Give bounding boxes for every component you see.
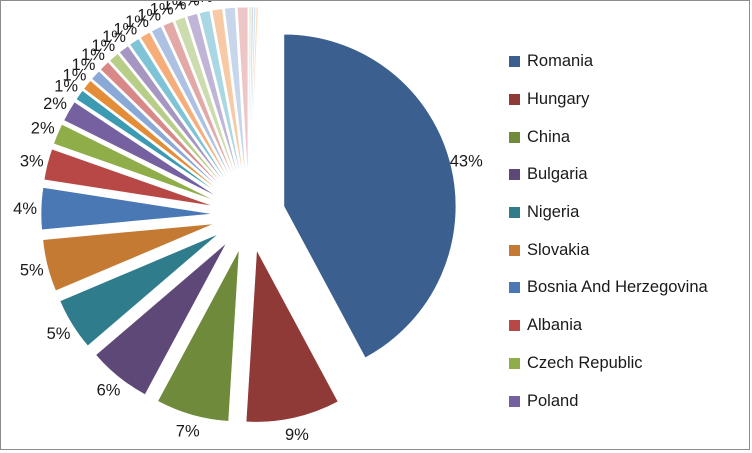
legend-label: Albania bbox=[527, 316, 582, 335]
legend-swatch bbox=[509, 396, 520, 407]
pie-slice-bosnia-and-herzegovina bbox=[41, 188, 213, 230]
slice-label-8: 3% bbox=[20, 152, 44, 170]
legend-swatch bbox=[509, 132, 520, 143]
legend-label: Poland bbox=[527, 392, 578, 411]
slice-label-6: 5% bbox=[20, 262, 44, 280]
legend-label: Slovakia bbox=[527, 241, 589, 260]
legend-item-bulgaria: Bulgaria bbox=[509, 156, 708, 194]
legend-swatch bbox=[509, 358, 520, 369]
legend-item-albania: Albania bbox=[509, 307, 708, 345]
slice-label-25: 1% bbox=[216, 1, 240, 2]
legend-label: Romania bbox=[527, 52, 593, 71]
legend-item-czech-republic: Czech Republic bbox=[509, 345, 708, 383]
legend-item-poland: Poland bbox=[509, 382, 708, 420]
slice-label-4: 6% bbox=[97, 382, 121, 400]
legend-item-china: China bbox=[509, 118, 708, 156]
legend-label: China bbox=[527, 128, 570, 147]
slice-label-7: 4% bbox=[13, 200, 37, 218]
pie-slice-romania bbox=[284, 34, 456, 358]
legend-label: Czech Republic bbox=[527, 354, 643, 373]
chart-legend: Romania Hungary China Bulgaria Nigeria Slovak… bbox=[509, 43, 708, 420]
legend-swatch bbox=[509, 245, 520, 256]
legend-swatch bbox=[509, 207, 520, 218]
legend-label: Bosnia And Herzegovina bbox=[527, 278, 708, 297]
legend-item-slovakia: Slovakia bbox=[509, 231, 708, 269]
legend-swatch bbox=[509, 282, 520, 293]
legend-item-nigeria: Nigeria bbox=[509, 194, 708, 232]
legend-item-romania: Romania bbox=[509, 43, 708, 81]
legend-label: Bulgaria bbox=[527, 165, 588, 184]
legend-label: Nigeria bbox=[527, 203, 579, 222]
slice-label-3: 7% bbox=[176, 422, 200, 440]
slice-label-10: 2% bbox=[43, 95, 67, 113]
legend-swatch bbox=[509, 320, 520, 331]
slice-label-5: 5% bbox=[47, 325, 71, 343]
slice-label-9: 2% bbox=[31, 120, 55, 138]
legend-label: Hungary bbox=[527, 90, 589, 109]
legend-swatch bbox=[509, 94, 520, 105]
legend-item-bosnia-and-herzegovina: Bosnia And Herzegovina bbox=[509, 269, 708, 307]
slice-label-1: 43% bbox=[450, 152, 483, 170]
legend-swatch bbox=[509, 56, 520, 67]
legend-swatch bbox=[509, 169, 520, 180]
legend-item-hungary: Hungary bbox=[509, 81, 708, 119]
slice-label-2: 9% bbox=[285, 426, 309, 444]
